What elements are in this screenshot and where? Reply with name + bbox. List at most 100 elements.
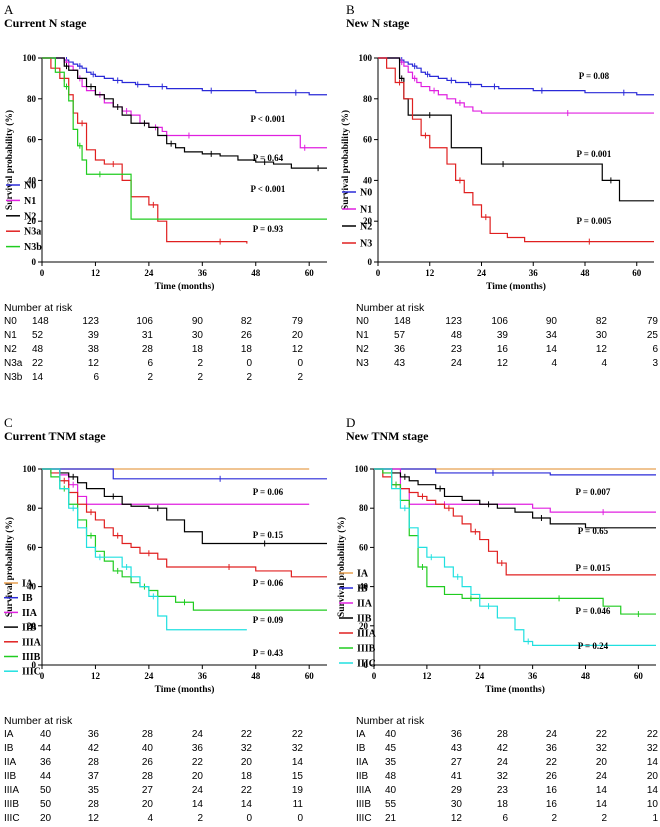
risk-row-label: IB <box>4 743 14 754</box>
risk-cell: 90 <box>545 316 557 327</box>
risk-cell: 2 <box>197 372 203 383</box>
series-line-n2 <box>42 57 327 169</box>
risk-cell: 31 <box>141 330 153 341</box>
risk-row-label: N2 <box>4 344 17 355</box>
p-value-annotation: P = 0.007 <box>576 487 611 497</box>
risk-cell: 21 <box>385 813 397 824</box>
x-axis-label: Time (months) <box>155 684 215 695</box>
y-tick-label: 60 <box>27 135 37 145</box>
legend-label: N2 <box>360 222 372 233</box>
risk-cell: 6 <box>147 358 153 369</box>
risk-cell: 14 <box>240 799 252 810</box>
y-axis-label: Survival probability (%) <box>340 110 351 210</box>
x-tick-label: 60 <box>632 268 642 278</box>
risk-cell: 10 <box>646 799 658 810</box>
risk-cell: 36 <box>191 743 203 754</box>
legend-label: N3 <box>360 239 372 250</box>
p-value-annotation: P = 0.24 <box>578 641 609 651</box>
risk-cell: 14 <box>191 799 203 810</box>
risk-cell: 14 <box>595 799 607 810</box>
y-tick-label: 80 <box>363 94 373 104</box>
risk-cell: 4 <box>551 358 557 369</box>
y-tick-label: 40 <box>363 175 373 185</box>
risk-cell: 14 <box>646 757 658 768</box>
series-line-n1 <box>42 57 327 149</box>
risk-table-title: Number at risk <box>356 302 425 314</box>
series-line-iib <box>42 468 327 545</box>
risk-cell: 28 <box>496 729 508 740</box>
legend-label: IA <box>357 569 369 580</box>
y-tick-label: 60 <box>359 542 369 552</box>
risk-cell: 32 <box>646 743 658 754</box>
risk-cell: 90 <box>191 316 203 327</box>
y-tick-label: 60 <box>27 542 37 552</box>
y-tick-label: 0 <box>32 257 37 267</box>
risk-table: Number at risk N0 148 123 106 90 82 79 N1 52 39 31… <box>0 300 330 410</box>
risk-row-label: IA <box>4 729 14 740</box>
risk-cell: 123 <box>82 316 99 327</box>
risk-cell: 40 <box>40 729 52 740</box>
risk-cell: 1 <box>652 813 658 824</box>
x-tick-label: 48 <box>581 671 591 681</box>
risk-row-label: IIIB <box>4 799 20 810</box>
panel-letter: A <box>4 2 14 17</box>
km-chart-new-tnm: 0 12 24 36 48 60 0 20 40 60 80 100 Time (months) Surv… <box>336 464 656 695</box>
legend-label: IIIB <box>357 644 376 655</box>
legend-label: IB <box>357 584 368 595</box>
legend-label: IIB <box>22 623 37 634</box>
risk-cell: 24 <box>545 729 557 740</box>
risk-cell: 16 <box>496 344 508 355</box>
risk-cell: 25 <box>646 330 658 341</box>
y-tick-label: 40 <box>27 175 37 185</box>
risk-cell: 24 <box>450 358 462 369</box>
risk-cell: 6 <box>502 813 508 824</box>
risk-cell: 45 <box>385 743 397 754</box>
risk-cell: 23 <box>496 785 508 796</box>
risk-cell: 0 <box>297 358 303 369</box>
x-tick-label: 0 <box>40 671 45 681</box>
x-tick-label: 12 <box>91 671 101 681</box>
risk-cell: 32 <box>291 743 303 754</box>
risk-cell: 29 <box>450 785 462 796</box>
series-line-n1 <box>378 57 654 114</box>
risk-cell: 40 <box>141 743 153 754</box>
risk-cell: 38 <box>87 344 99 355</box>
risk-cell: 43 <box>450 743 462 754</box>
risk-row-label: N1 <box>4 330 17 341</box>
legend-label: N2 <box>24 211 36 222</box>
risk-cell: 12 <box>87 813 99 824</box>
risk-cell: 20 <box>40 813 52 824</box>
risk-cell: 30 <box>191 330 203 341</box>
risk-cell: 57 <box>394 330 406 341</box>
risk-cell: 0 <box>246 813 252 824</box>
y-tick-label: 20 <box>27 216 37 226</box>
series-line-n3b <box>42 57 327 220</box>
p-value-annotation: P = 0.15 <box>253 530 284 540</box>
x-tick-label: 0 <box>372 671 377 681</box>
series-line-ib <box>42 468 327 480</box>
x-tick-label: 24 <box>477 268 487 278</box>
risk-cell: 79 <box>291 316 303 327</box>
risk-row-label: N0 <box>356 316 369 327</box>
risk-cell: 36 <box>450 729 462 740</box>
risk-cell: 30 <box>450 799 462 810</box>
panel-b: B New N stage 0 12 24 36 48 60 0 20 40 60 80 100 Tim… <box>336 0 660 413</box>
risk-row-label: N3a <box>4 358 23 369</box>
risk-cell: 52 <box>32 330 44 341</box>
risk-cell: 123 <box>445 316 462 327</box>
risk-cell: 79 <box>646 316 658 327</box>
risk-cell: 14 <box>291 757 303 768</box>
legend-label: IIIA <box>357 629 377 640</box>
risk-cell: 28 <box>87 799 99 810</box>
y-tick-label: 20 <box>27 621 37 631</box>
panel-letter: D <box>346 415 356 430</box>
x-tick-label: 0 <box>40 268 45 278</box>
y-axis-label: Survival probability (%) <box>4 110 15 210</box>
risk-cell: 24 <box>595 771 607 782</box>
y-tick-label: 80 <box>27 94 37 104</box>
risk-cell: 44 <box>40 743 52 754</box>
y-tick-label: 0 <box>368 257 373 267</box>
series-line-n3 <box>378 57 654 243</box>
risk-cell: 32 <box>240 743 252 754</box>
x-tick-label: 24 <box>475 671 485 681</box>
